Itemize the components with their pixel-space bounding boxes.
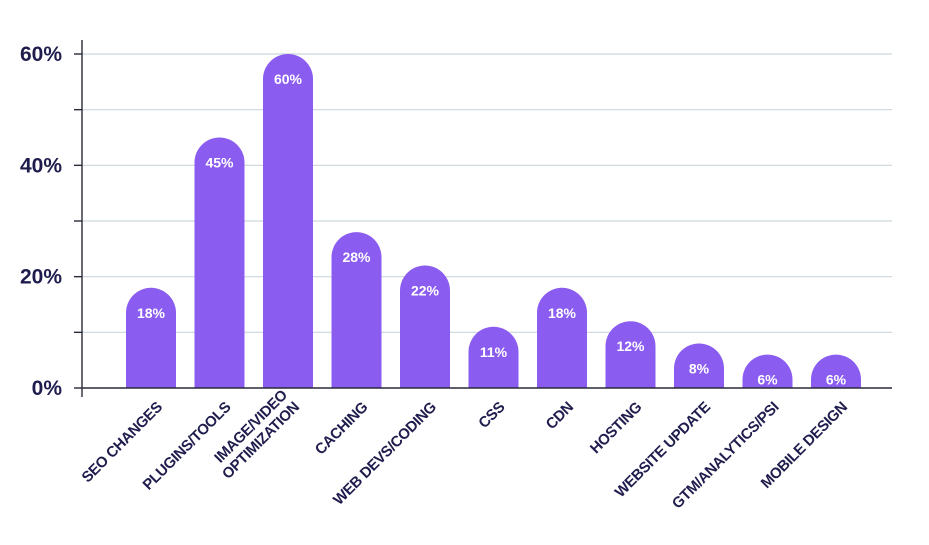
data-label: 28% xyxy=(342,249,371,265)
bar xyxy=(468,326,519,388)
y-tick-label: 60% xyxy=(20,43,62,66)
data-label: 11% xyxy=(480,344,508,360)
data-label: 6% xyxy=(757,372,778,388)
x-tick-label-line: HOSTING xyxy=(587,399,645,457)
bar xyxy=(400,265,450,388)
data-label: 22% xyxy=(411,283,440,299)
data-label: 6% xyxy=(826,372,847,388)
bars xyxy=(126,54,861,388)
x-tick-label-line: CDN xyxy=(543,399,577,433)
bar xyxy=(811,354,861,388)
x-tick-label: CDN xyxy=(543,399,577,433)
x-tick-label: CACHING xyxy=(312,399,372,459)
data-label: 60% xyxy=(274,71,303,87)
data-label: 45% xyxy=(205,155,234,171)
bar xyxy=(331,232,382,388)
bar xyxy=(742,354,793,388)
bar xyxy=(605,321,656,388)
x-tick-label-line: CACHING xyxy=(312,399,372,459)
data-label: 18% xyxy=(137,305,166,321)
y-tick-label: 20% xyxy=(20,266,62,289)
data-label: 18% xyxy=(548,305,577,321)
data-label: 8% xyxy=(689,360,710,376)
data-label: 12% xyxy=(616,338,645,354)
x-tick-label-line: CSS xyxy=(475,399,508,432)
bar xyxy=(674,343,724,388)
y-tick-label: 0% xyxy=(32,377,63,400)
x-tick-label: HOSTING xyxy=(587,399,645,457)
y-tick-label: 40% xyxy=(20,154,62,177)
bar xyxy=(263,54,313,388)
bar xyxy=(126,287,176,388)
axes xyxy=(74,40,892,397)
bar xyxy=(537,287,587,388)
x-tick-label: CSS xyxy=(475,399,508,432)
bar xyxy=(194,137,245,388)
